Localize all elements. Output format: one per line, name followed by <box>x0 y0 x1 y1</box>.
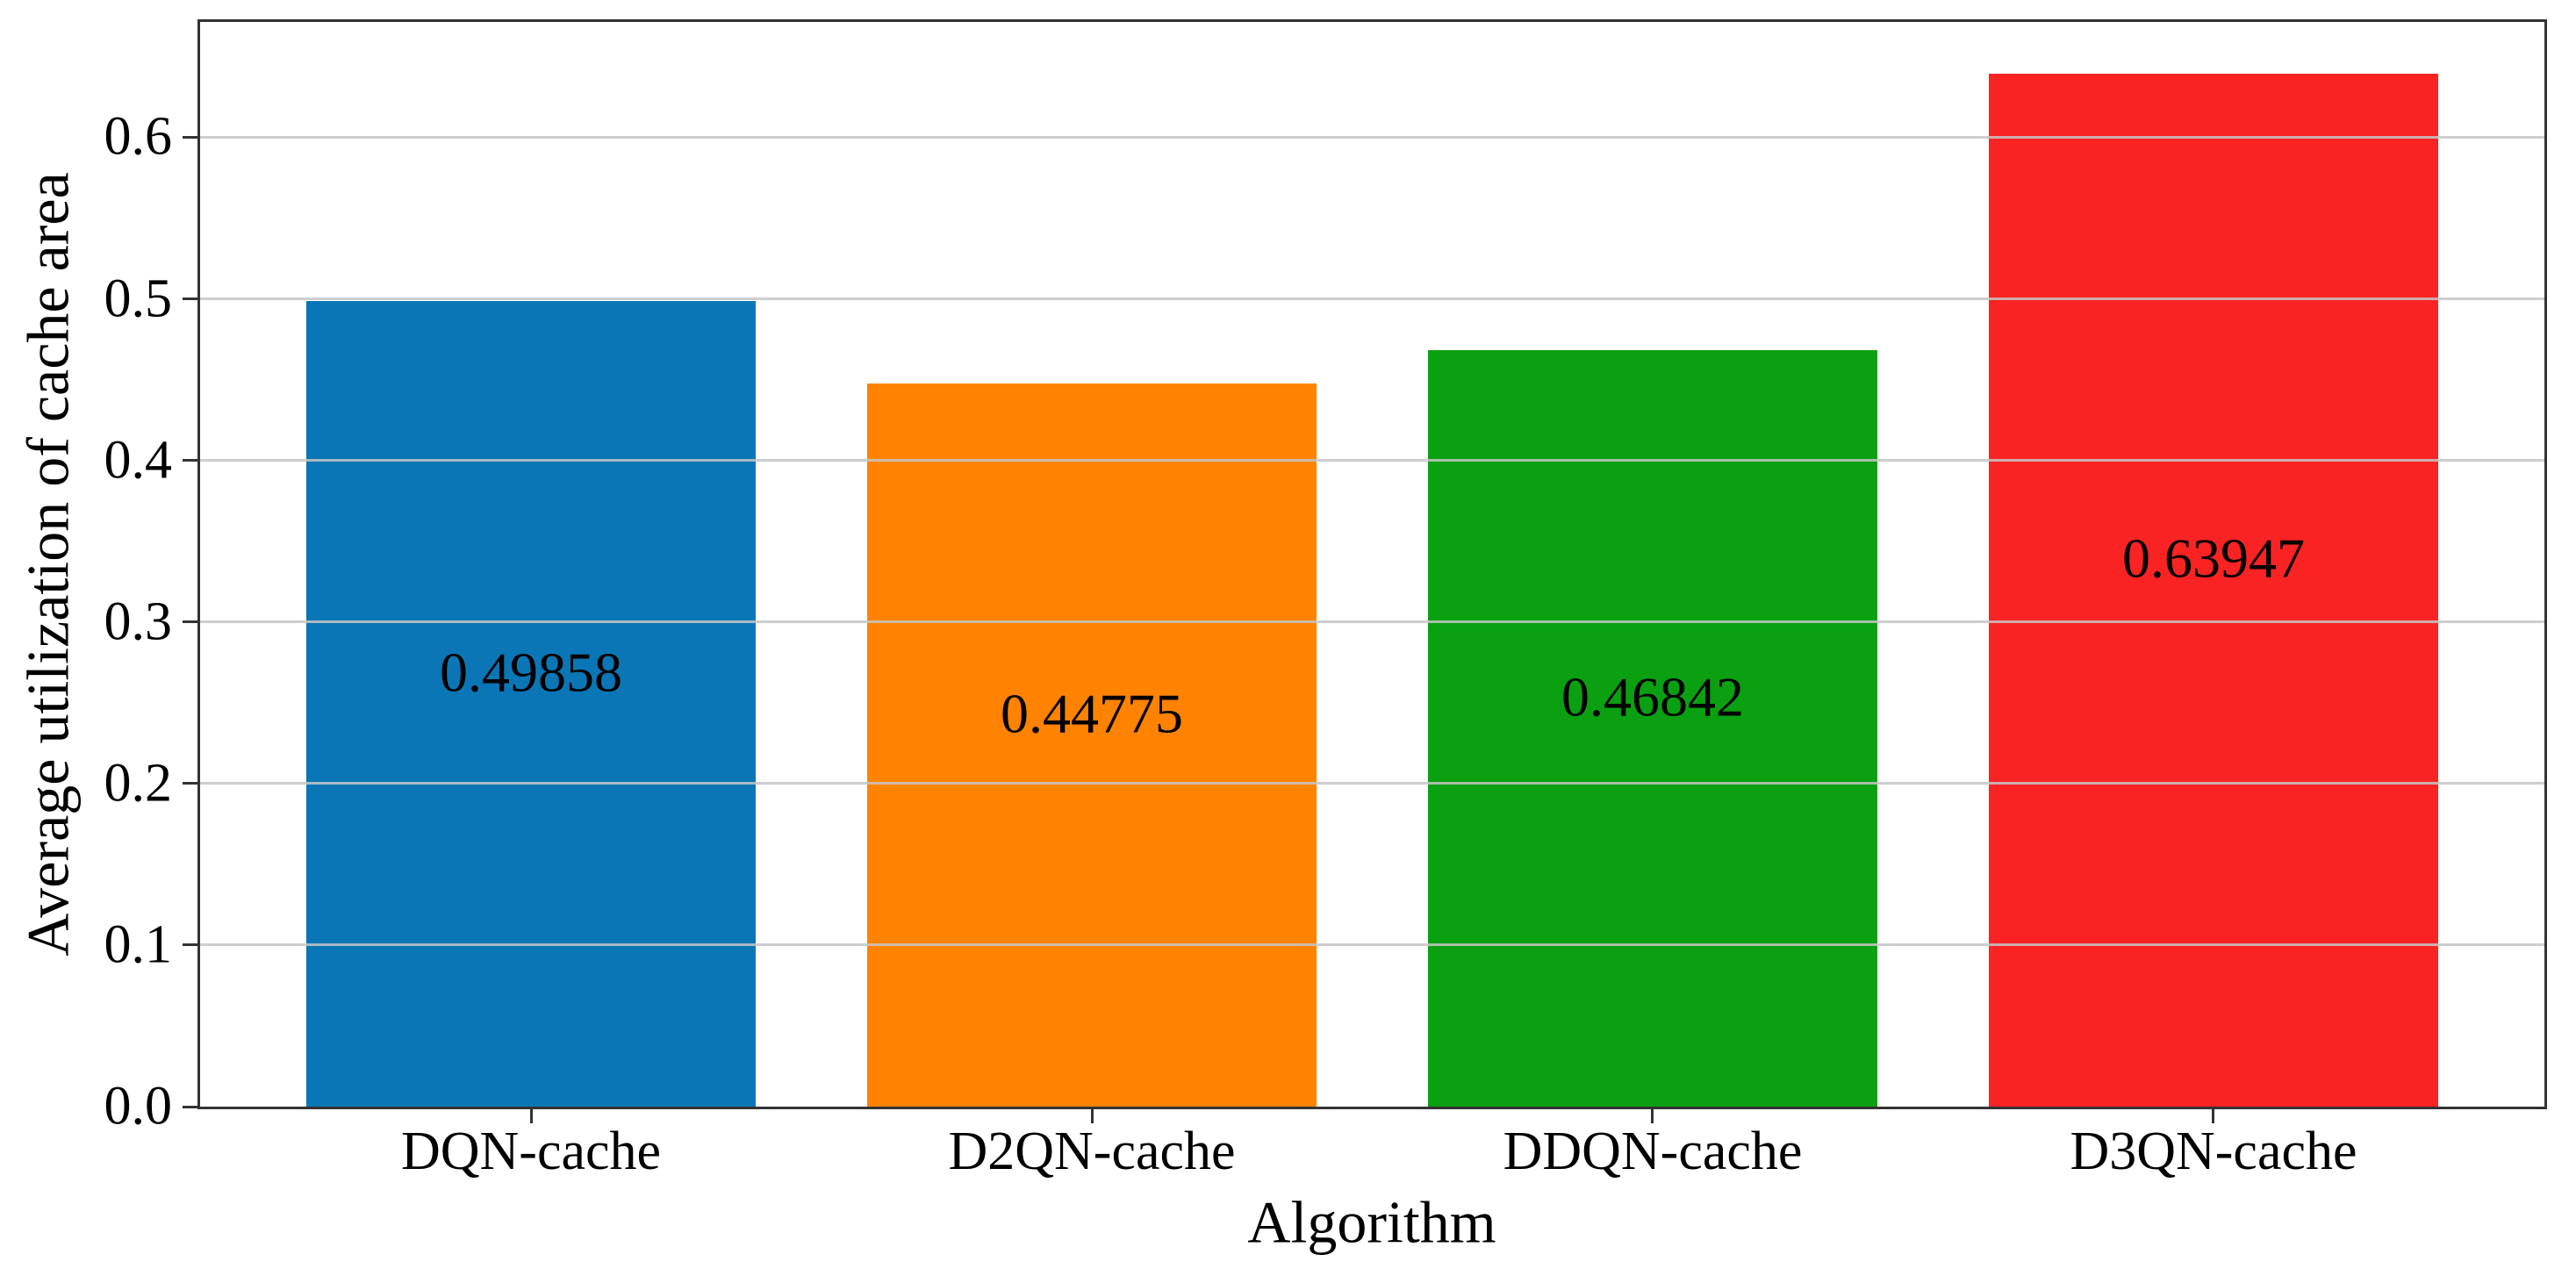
x-axis-label: Algorithm <box>1247 1188 1496 1256</box>
y-tickmark-0.0 <box>183 1105 197 1108</box>
bar-value-label-d3qn-cache: 0.63947 <box>2121 527 2305 590</box>
bar-ddqn-cache <box>1428 349 1877 1107</box>
gridline-y-0.1 <box>200 943 2544 947</box>
x-tick-label-ddqn-cache: DDQN-cache <box>1503 1122 1803 1181</box>
x-tick-label-d2qn-cache: D2QN-cache <box>948 1122 1236 1181</box>
bar-value-label-d2qn-cache: 0.44775 <box>1001 682 1183 745</box>
bar-value-label-ddqn-cache: 0.46842 <box>1561 665 1744 728</box>
x-tickmark-dqn-cache <box>529 1109 533 1123</box>
x-tickmark-ddqn-cache <box>1651 1109 1654 1123</box>
x-tick-label-dqn-cache: DQN-cache <box>400 1122 662 1181</box>
plot-area: 0.49858 0.44775 0.46842 0.63947 <box>200 22 2544 1107</box>
y-tick-label-0.4: 0.4 <box>104 430 173 491</box>
gridline-y-0.4 <box>200 459 2544 462</box>
x-tickmark-d3qn-cache <box>2212 1109 2215 1123</box>
y-tick-label-0.6: 0.6 <box>104 106 173 167</box>
gridline-y-0.3 <box>200 620 2544 624</box>
y-tick-label-0.1: 0.1 <box>104 914 173 975</box>
bar-value-label-dqn-cache: 0.49858 <box>440 641 622 704</box>
bar-d2qn-cache <box>867 383 1317 1107</box>
y-tick-label-0.2: 0.2 <box>104 753 173 814</box>
y-tickmark-0.6 <box>183 135 197 139</box>
x-tick-label-d3qn-cache: D3QN-cache <box>2070 1122 2357 1181</box>
y-tickmark-0.2 <box>183 782 197 785</box>
y-tickmark-0.3 <box>183 620 197 624</box>
y-tick-label-0.0: 0.0 <box>104 1076 173 1136</box>
gridline-y-0.2 <box>200 782 2544 785</box>
y-tick-label-0.5: 0.5 <box>104 269 173 329</box>
y-axis-label: Average utilization of cache area <box>14 172 82 957</box>
bar-d3qn-cache <box>1989 73 2438 1107</box>
y-tickmark-0.5 <box>183 297 197 301</box>
gridline-y-0.5 <box>200 297 2544 301</box>
y-tick-label-0.3: 0.3 <box>104 591 173 652</box>
bar-dqn-cache <box>306 301 756 1107</box>
y-tickmark-0.1 <box>183 943 197 947</box>
y-tickmark-0.4 <box>183 459 197 462</box>
gridline-y-0.6 <box>200 135 2544 139</box>
x-tickmark-d2qn-cache <box>1090 1109 1094 1123</box>
